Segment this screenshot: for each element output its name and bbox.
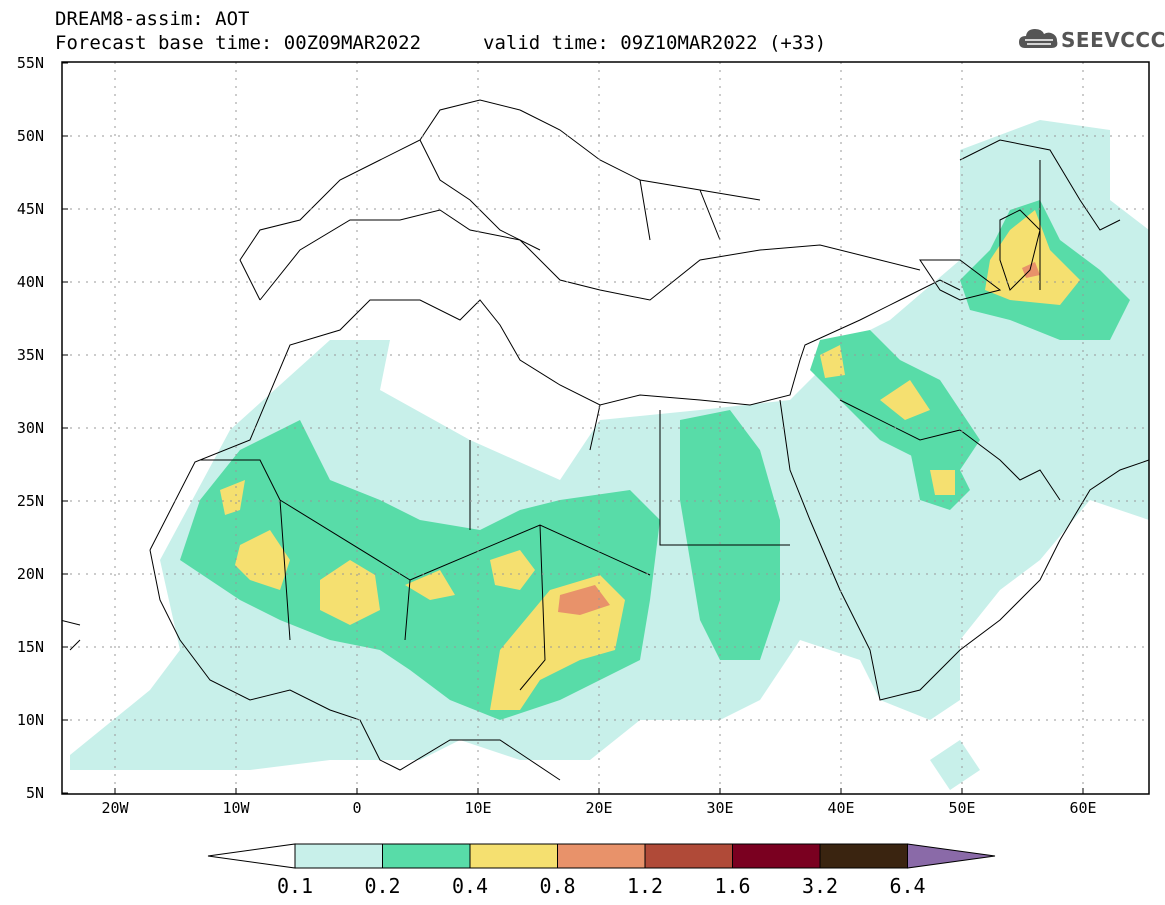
lat-label: 5N	[26, 784, 44, 802]
colorbar-tick: 1.2	[627, 874, 663, 898]
aot-region-0.2	[680, 410, 780, 660]
colorbar-tick: 0.2	[364, 874, 400, 898]
lat-label: 20N	[17, 565, 44, 583]
colorbar-swatch	[469, 843, 558, 869]
aot-region-0.4	[235, 530, 290, 590]
aot-region-0.4	[880, 380, 930, 420]
colorbar-tick: 0.4	[452, 874, 488, 898]
colorbar-tick: 3.2	[802, 874, 838, 898]
lat-label: 55N	[17, 54, 44, 72]
forecast-base-time: Forecast base time: 00Z09MAR2022	[55, 32, 422, 54]
colorbar-tick: 6.4	[889, 874, 925, 898]
lon-label: 20W	[101, 799, 129, 817]
aot-region-0.4	[490, 550, 535, 590]
valid-time: valid time: 09Z10MAR2022 (+33)	[483, 32, 827, 54]
aot-region-0.8	[558, 585, 610, 615]
aot-region-0.4	[820, 345, 845, 378]
colorbar-low-arrow	[207, 843, 296, 869]
lat-label: 35N	[17, 346, 44, 364]
lon-label: 60E	[1069, 799, 1096, 817]
lat-label: 30N	[17, 419, 44, 437]
lon-label: 30E	[706, 799, 733, 817]
aot-region-0.4	[320, 560, 380, 625]
colorbar-swatch	[644, 843, 733, 869]
lon-label: 50E	[948, 799, 975, 817]
lon-labels: 20W 10W 0 10E 20E 30E 40E 50E 60E	[101, 799, 1096, 817]
lat-labels: 55N 50N 45N 40N 35N 30N 25N 20N 15N 10N …	[17, 54, 44, 802]
lat-label: 10N	[17, 711, 44, 729]
colorbar	[207, 843, 996, 869]
coastlines	[62, 99, 1149, 781]
aot-region-0.4	[930, 470, 955, 495]
colorbar-tick: 0.1	[277, 874, 313, 898]
colorbar-swatch	[294, 843, 383, 869]
colorbar-labels: 0.1 0.2 0.4 0.8 1.2 1.6 3.2 6.4	[277, 874, 926, 898]
colorbar-high-arrow	[907, 843, 996, 869]
colorbar-swatch	[382, 843, 471, 869]
colorbar-swatch	[732, 843, 821, 869]
lon-label: 40E	[827, 799, 854, 817]
seevccc-logo: SEEVCCC	[1017, 24, 1165, 56]
lat-label: 45N	[17, 200, 44, 218]
aot-region-0.1	[930, 740, 980, 790]
lon-label: 20E	[585, 799, 612, 817]
lat-label: 40N	[17, 273, 44, 291]
map-title: DREAM8-assim: AOT	[55, 8, 250, 30]
cloud-icon	[1019, 29, 1058, 48]
logo-text: SEEVCCC	[1061, 28, 1165, 52]
ticks	[62, 62, 1084, 794]
aot-region-0.4	[985, 210, 1080, 305]
colorbar-swatch	[557, 843, 646, 869]
colorbar-tick: 0.8	[539, 874, 575, 898]
lat-label: 50N	[17, 127, 44, 145]
aot-region-0.4	[405, 570, 455, 600]
colorbar-tick: 1.6	[714, 874, 750, 898]
lon-label: 10W	[222, 799, 250, 817]
lat-label: 25N	[17, 492, 44, 510]
lon-label: 10E	[464, 799, 491, 817]
colorbar-swatch	[819, 843, 908, 869]
lat-label: 15N	[17, 638, 44, 656]
aot-region-0.4	[220, 480, 245, 515]
lon-label: 0	[352, 799, 361, 817]
aot-field	[70, 120, 1149, 790]
graticule	[62, 62, 1149, 794]
